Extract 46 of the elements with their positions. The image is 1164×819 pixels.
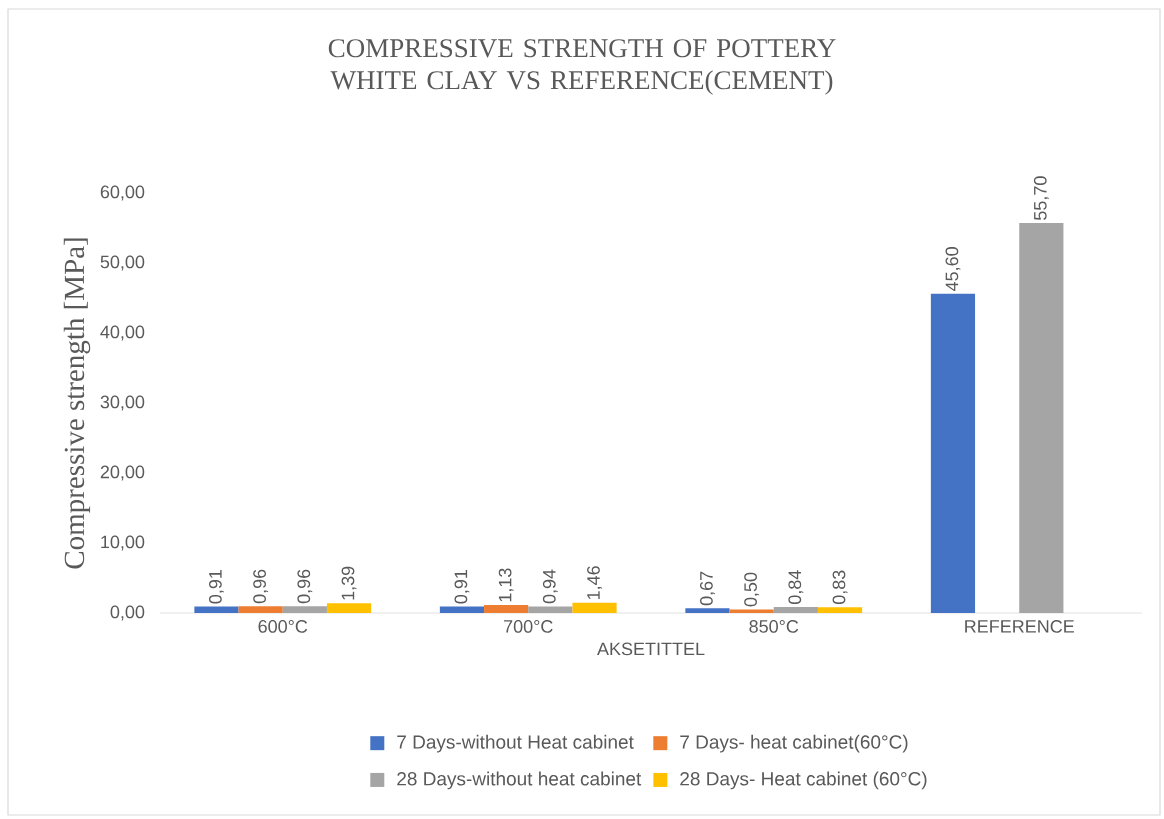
bar [238, 606, 283, 613]
y-tick-label: 0,00 [110, 605, 145, 621]
data-label: 0,83 [832, 570, 848, 605]
y-axis-title: Compressive strength [MPa] [63, 238, 91, 569]
bar [439, 606, 485, 613]
y-tick-label: 60,00 [100, 185, 145, 201]
data-label: 0,96 [253, 569, 269, 604]
bar [326, 603, 372, 613]
bar [572, 602, 617, 613]
bar [282, 606, 327, 613]
x-axis-title: AKSETITTEL [597, 642, 705, 656]
data-label: 1,46 [587, 566, 602, 599]
y-tick-label: 20,00 [100, 465, 145, 481]
data-label: 0,50 [744, 572, 760, 607]
data-label: 1,13 [498, 568, 514, 602]
legend-label: 28 Days-without heat cabinet [397, 771, 642, 790]
bar [484, 605, 529, 613]
bar [817, 607, 863, 613]
data-label: 0,67 [700, 571, 715, 606]
data-label: 1,39 [341, 566, 357, 600]
x-tick-label: 850°C [749, 620, 799, 633]
bar [773, 607, 818, 613]
data-label: 0,91 [454, 570, 470, 604]
y-tick-label: 30,00 [100, 395, 145, 411]
y-tick-label: 50,00 [100, 255, 145, 271]
legend-label: 28 Days- Heat cabinet (60°C) [680, 771, 927, 790]
data-label: 55,70 [1033, 176, 1049, 220]
y-tick-label: 10,00 [101, 535, 145, 551]
bar [194, 606, 239, 613]
bar [528, 606, 573, 613]
data-label: 0,94 [542, 569, 558, 604]
data-label: 0,84 [788, 570, 804, 605]
x-tick-label: REFERENCE [965, 620, 1074, 633]
y-tick-label: 40,00 [100, 325, 145, 341]
data-label: 0,91 [209, 570, 224, 604]
legend-label: 7 Days- heat cabinet(60°C) [680, 734, 908, 753]
bar [729, 609, 774, 613]
bar [930, 293, 976, 613]
bar [685, 608, 730, 613]
legend-label: 7 Days-without Heat cabinet [397, 734, 634, 753]
x-tick-label: 600°C [258, 620, 308, 633]
data-label: 45,60 [945, 247, 961, 291]
bar [1019, 223, 1064, 613]
x-tick-label: 700°C [504, 620, 553, 633]
data-label: 0,96 [297, 569, 313, 604]
chart-title: COMPRESSIVE STRENGTH OF POTTERY WHITE CLAY VS REFERENCE(CEMENT) [328, 39, 836, 95]
